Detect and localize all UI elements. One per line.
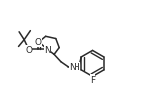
Text: O: O — [35, 38, 42, 47]
Text: F: F — [90, 75, 95, 84]
Text: O: O — [25, 45, 32, 54]
Text: N: N — [44, 45, 51, 54]
Text: N: N — [69, 63, 76, 72]
Text: H: H — [73, 63, 79, 72]
